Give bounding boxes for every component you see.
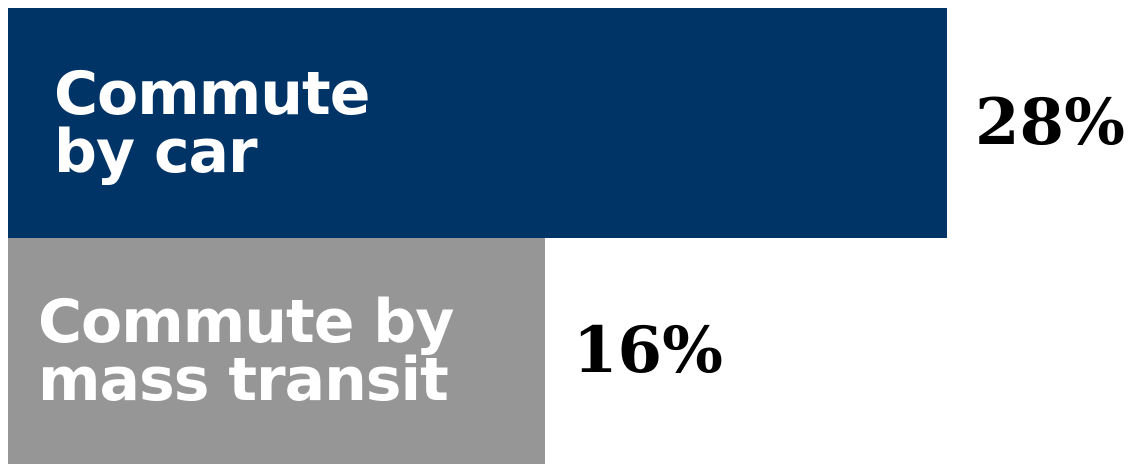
bar-label-commute-by-car: Commute by car: [54, 59, 370, 187]
value-label-commute-by-car: 28%: [975, 85, 1125, 160]
bar-commute-by-car: Commute by car: [8, 8, 947, 238]
bar-label-commute-by-mass-transit: Commute by mass transit: [38, 287, 454, 415]
value-label-commute-by-mass-transit: 16%: [573, 313, 723, 388]
bar-commute-by-mass-transit: Commute by mass transit: [8, 238, 545, 464]
